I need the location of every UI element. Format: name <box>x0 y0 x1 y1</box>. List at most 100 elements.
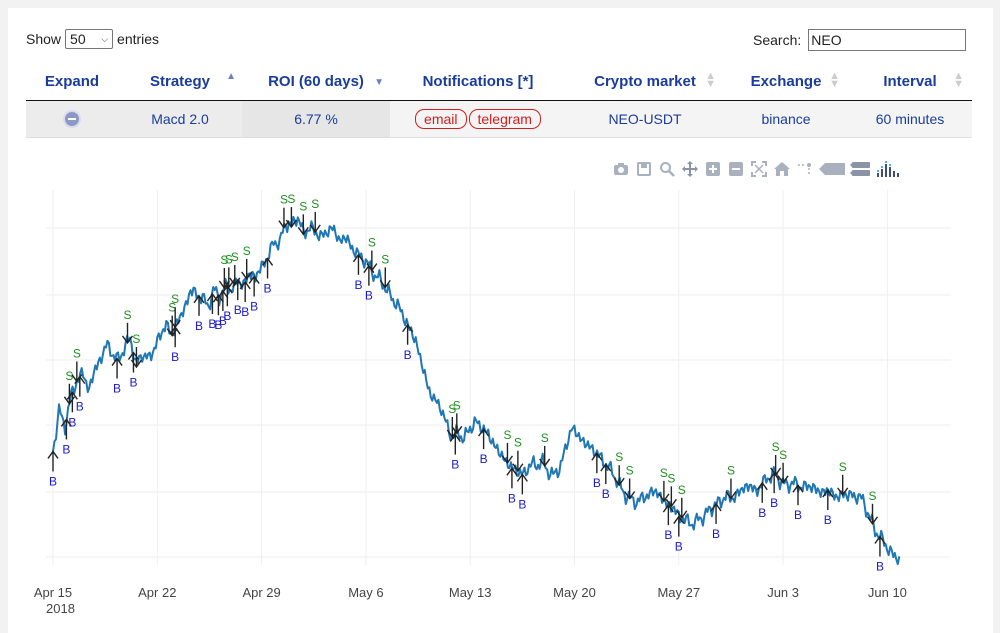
telegram-notification-badge[interactable]: telegram <box>468 109 541 129</box>
buy-marker-label: B <box>770 496 778 510</box>
exchange-cell: binance <box>724 100 848 138</box>
column-header-roi[interactable]: ROI (60 days) ▼ <box>242 62 390 101</box>
chart-toolbar <box>612 158 901 180</box>
page-size-select[interactable]: 50 ⌵ <box>65 29 114 49</box>
roi-cell: 6.77 % <box>242 100 390 138</box>
sell-marker-label: S <box>299 199 307 213</box>
x-tick-label: Jun 3 <box>767 585 799 600</box>
sell-arrow-head <box>285 219 297 229</box>
x-tick-label: May 6 <box>348 585 383 600</box>
sell-marker-label: S <box>839 460 847 474</box>
save-icon[interactable] <box>635 160 653 178</box>
email-notification-badge[interactable]: email <box>415 109 467 129</box>
column-header-interval[interactable]: Interval ▲ ▼ <box>848 62 972 101</box>
sell-arrow-head <box>624 491 636 500</box>
market-header-label: Crypto market <box>594 72 696 90</box>
sell-marker-label: S <box>678 483 686 497</box>
sort-both-icon: ▲ ▼ <box>705 70 716 90</box>
buy-arrow-head <box>710 502 722 512</box>
column-header-market[interactable]: Crypto market ▲ ▼ <box>566 62 724 101</box>
collapse-row-icon[interactable] <box>63 110 81 129</box>
sell-arrow-head <box>676 510 688 519</box>
buy-marker-label: B <box>76 400 84 414</box>
price-chart[interactable]: Apr 15 Apr 22 Apr 29 May 6 May 13 May 20 May 2… <box>26 185 956 625</box>
interval-cell: 60 minutes <box>848 100 972 138</box>
buy-marker-label: B <box>129 376 137 390</box>
sell-marker-label: S <box>727 463 735 477</box>
buy-marker-label: B <box>518 497 526 511</box>
buy-marker-label: B <box>223 309 231 323</box>
hover-compare-icon[interactable] <box>850 160 870 178</box>
sort-asc-icon: ▲ <box>226 71 236 82</box>
buy-marker-label: B <box>171 350 179 364</box>
pan-icon[interactable] <box>681 160 699 178</box>
sell-arrow-head <box>241 271 253 281</box>
column-header-notifications: Notifications [*] <box>390 62 566 101</box>
buy-arrow-head <box>248 275 260 284</box>
column-header-strategy[interactable]: Strategy ▲ <box>118 62 242 101</box>
buy-marker-label: B <box>234 303 242 317</box>
sell-arrow-head <box>366 263 378 272</box>
sell-arrow-head <box>63 396 75 405</box>
sell-marker-label: S <box>541 431 549 445</box>
sell-arrow-head <box>130 359 143 369</box>
x-tick-label: Apr 22 <box>138 585 176 600</box>
spike-lines-icon[interactable] <box>796 160 814 178</box>
column-header-exchange[interactable]: Exchange ▲ ▼ <box>724 62 848 101</box>
sell-arrow-head <box>223 279 235 289</box>
buy-arrow-head <box>60 418 72 427</box>
sell-arrow-head <box>379 279 391 289</box>
expand-header-label: Expand <box>44 72 100 90</box>
buy-arrow-head <box>662 503 674 513</box>
notifications-header-label: Notifications [*] <box>422 72 534 90</box>
sell-marker-label: S <box>231 250 239 264</box>
buy-marker-label: B <box>264 281 272 295</box>
x-tick-label: May 27 <box>657 585 700 600</box>
buy-arrow-head <box>591 452 603 461</box>
sell-marker-label: S <box>243 244 251 258</box>
sell-arrow-head <box>501 455 514 465</box>
sell-arrow-head <box>309 224 321 234</box>
search-input[interactable]: NEO <box>808 29 967 51</box>
buy-arrow-head <box>478 427 490 437</box>
sell-arrow-head <box>218 280 230 290</box>
x-tick-label: Jun 10 <box>868 585 907 600</box>
buy-marker-label: B <box>794 508 802 522</box>
buy-marker-label: B <box>241 305 249 319</box>
zoom-icon[interactable] <box>658 160 676 178</box>
sell-marker-label: S <box>132 332 140 346</box>
reset-axes-icon[interactable] <box>773 160 791 178</box>
sell-marker-label: S <box>660 466 668 480</box>
autoscale-icon[interactable] <box>750 160 768 178</box>
buy-marker-label: B <box>354 278 362 292</box>
buy-marker-label: B <box>602 487 610 501</box>
sell-marker-label: S <box>667 471 675 485</box>
buy-marker-label: B <box>208 317 216 331</box>
price-line <box>52 215 901 566</box>
x-tick-label: May 13 <box>449 585 492 600</box>
buy-arrow-head <box>756 481 768 491</box>
buy-marker-label: B <box>824 513 832 527</box>
show-label: Show <box>26 31 62 47</box>
buy-arrow-head <box>212 294 224 303</box>
sell-marker-label: S <box>225 252 233 266</box>
sell-arrow-head <box>71 374 83 383</box>
plotly-logo-icon[interactable] <box>875 160 901 178</box>
buy-arrow-head <box>239 280 251 290</box>
buy-marker-label: B <box>758 506 766 520</box>
sell-arrow-head <box>665 498 677 508</box>
buy-marker-label: B <box>480 452 488 466</box>
buy-marker-label: B <box>365 289 373 303</box>
buy-marker-label: B <box>68 415 76 429</box>
chevron-down-icon: ⌵ <box>101 33 109 44</box>
sell-marker-label: S <box>280 193 288 207</box>
zoom-in-icon[interactable] <box>704 160 722 178</box>
buy-arrow-head <box>792 484 804 493</box>
buy-arrow-head <box>217 289 229 299</box>
hover-closest-icon[interactable] <box>819 160 845 178</box>
zoom-out-icon[interactable] <box>727 160 745 178</box>
sell-arrow-head <box>169 319 181 329</box>
sell-arrow-head <box>451 425 463 435</box>
sell-arrow-head <box>297 226 309 236</box>
camera-icon[interactable] <box>612 160 630 178</box>
